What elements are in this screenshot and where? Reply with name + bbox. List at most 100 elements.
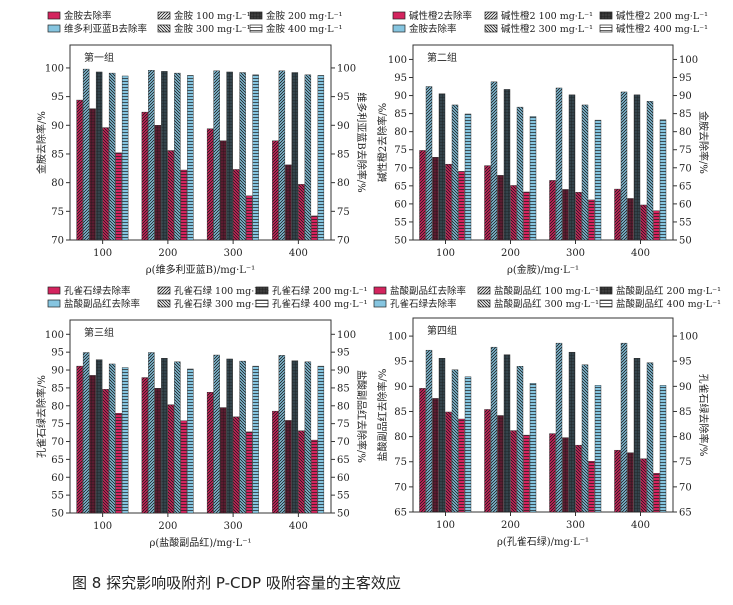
legend-item: 孔雀石绿去除率 (47, 285, 131, 297)
legend-item: 碱性橙2 100 mg·L⁻¹ (484, 10, 593, 22)
y-tick-label-right: 60 (337, 473, 350, 484)
bar-primary-conc2 (89, 375, 96, 514)
y-tick-label-right: 70 (679, 482, 692, 493)
bar-secondary-conc3 (581, 104, 589, 241)
bar-secondary-conc4 (187, 368, 194, 514)
bar-primary-conc2 (219, 140, 227, 241)
bar-primary-conc2 (219, 407, 227, 514)
bar-secondary-conc1 (425, 349, 433, 513)
bar-secondary-conc4 (121, 75, 129, 241)
legend-item: 盐酸副品红去除率 (47, 298, 141, 310)
bar-primary-conc1 (76, 365, 83, 514)
x-tick-label: 100 (93, 248, 112, 259)
y-tick-label-left: 75 (51, 419, 64, 430)
bar-secondary-conc2 (633, 94, 641, 241)
y-tick-label-left: 85 (394, 109, 407, 120)
legend-label: 盐酸副品红 300 mg·L⁻¹ (494, 298, 599, 310)
y-tick-label-left: 95 (51, 92, 64, 103)
bar-group-100 (419, 349, 472, 513)
bar-primary-conc3 (575, 444, 582, 513)
legend-swatch (47, 286, 61, 295)
bar-secondary-conc3 (451, 369, 459, 513)
x-tick-label: 300 (566, 248, 585, 259)
bar-primary-conc4 (653, 473, 660, 513)
bar-group-100 (419, 86, 472, 241)
legend-label: 金胺 200 mg·L⁻¹ (266, 10, 343, 22)
y-tick-label-left: 100 (388, 55, 407, 66)
bar-secondary-conc4 (529, 116, 537, 241)
y-tick-label-right: 80 (679, 432, 692, 443)
legend-swatch (47, 299, 61, 308)
y-tick-label-right: 70 (679, 163, 692, 174)
plot-frame (412, 317, 674, 513)
y-tick-label-right: 65 (679, 508, 692, 519)
legend-item: 盐酸副品红 100 mg·L⁻¹ (477, 285, 599, 297)
bar-secondary-conc2 (503, 354, 511, 513)
bar-secondary-conc2 (161, 71, 168, 241)
bar-primary-conc1 (206, 391, 214, 514)
legend-item: 孔雀石绿 100 mg·L⁻¹ (157, 285, 270, 297)
legend-swatch (47, 11, 61, 20)
y-tick-label-left: 70 (394, 163, 407, 174)
y-tick-label-right: 90 (679, 91, 692, 102)
bar-secondary-conc4 (317, 365, 325, 514)
chart-panel-3: 孔雀石绿去除率 孔雀石绿 100 mg·L⁻¹ 孔雀石绿 200 mg·L⁻¹ 盐酸副… (35, 285, 368, 549)
y-tick-label-right: 90 (337, 121, 350, 132)
bar-group-200 (484, 81, 537, 241)
y-axis-label-left: 碱性橙2去除率/% (376, 103, 389, 182)
legend-item: 孔雀石绿去除率 (373, 298, 457, 310)
bar-primary-conc2 (432, 157, 439, 241)
y-tick-label-left: 60 (394, 199, 407, 210)
bar-secondary-conc1 (490, 81, 498, 241)
y-tick-label-right: 65 (679, 181, 692, 192)
legend-label: 碱性橙2去除率 (409, 10, 473, 22)
legend-label: 孔雀石绿 400 mg·L⁻¹ (272, 298, 368, 310)
bar-group-400 (614, 91, 667, 241)
bar-primary-conc3 (510, 185, 517, 241)
legend-label: 金胺 400 mg·L⁻¹ (266, 23, 343, 35)
legend-swatch (255, 286, 269, 295)
bar-group-200 (141, 70, 194, 241)
legend-swatch (392, 11, 406, 20)
y-tick-label-left: 65 (51, 455, 64, 466)
bar-secondary-conc2 (568, 351, 576, 513)
figure-caption: 图 8 探究影响吸附剂 P-CDP 吸附容量的主客效应 (72, 574, 401, 592)
bar-group-200 (141, 352, 194, 514)
panel-title: 第一组 (84, 51, 114, 64)
x-tick-label: 100 (93, 521, 112, 532)
bar-primary-conc4 (458, 171, 465, 241)
legend-label: 盐酸副品红 200 mg·L⁻¹ (616, 285, 721, 297)
legend-item: 孔雀石绿 300 mg·L⁻¹ (157, 298, 270, 310)
y-tick-label-right: 100 (337, 63, 356, 74)
bar-primary-conc3 (640, 458, 647, 513)
bar-primary-conc1 (272, 140, 279, 241)
bar-primary-conc3 (298, 430, 305, 514)
legend-label: 金胺去除率 (409, 23, 457, 35)
legend-item: 盐酸副品红 400 mg·L⁻¹ (599, 298, 721, 310)
y-tick-label-right: 60 (679, 199, 692, 210)
bar-group-400 (272, 355, 325, 514)
y-tick-label-left: 100 (45, 63, 64, 74)
bar-secondary-conc2 (438, 93, 446, 241)
legend-swatch (599, 11, 613, 20)
y-tick-label-left: 90 (51, 366, 64, 377)
x-tick-label: 200 (158, 521, 177, 532)
bar-secondary-conc2 (226, 358, 233, 514)
legend-swatch (157, 299, 171, 308)
bar-primary-conc3 (167, 404, 175, 514)
y-tick-label-left: 70 (51, 236, 64, 247)
legend-swatch (255, 299, 269, 308)
legend-item: 金胺 300 mg·L⁻¹ (157, 23, 251, 35)
y-tick-label-right: 90 (679, 382, 692, 393)
y-tick-label-left: 90 (51, 121, 64, 132)
bar-secondary-conc4 (659, 119, 667, 241)
y-tick-label-right: 75 (679, 145, 692, 156)
legend-item: 金胺 200 mg·L⁻¹ (249, 10, 343, 22)
legend-label: 孔雀石绿 300 mg·L⁻¹ (174, 298, 270, 310)
bar-group-100 (76, 352, 129, 514)
bar-secondary-conc4 (252, 365, 259, 514)
legend-label: 盐酸副品红去除率 (64, 298, 141, 310)
bar-secondary-conc4 (594, 119, 602, 241)
legend: 盐酸副品红去除率 盐酸副品红 100 mg·L⁻¹ 盐酸副品红 200 mg·L⁻¹… (373, 285, 721, 310)
bar-group-300 (206, 354, 259, 514)
